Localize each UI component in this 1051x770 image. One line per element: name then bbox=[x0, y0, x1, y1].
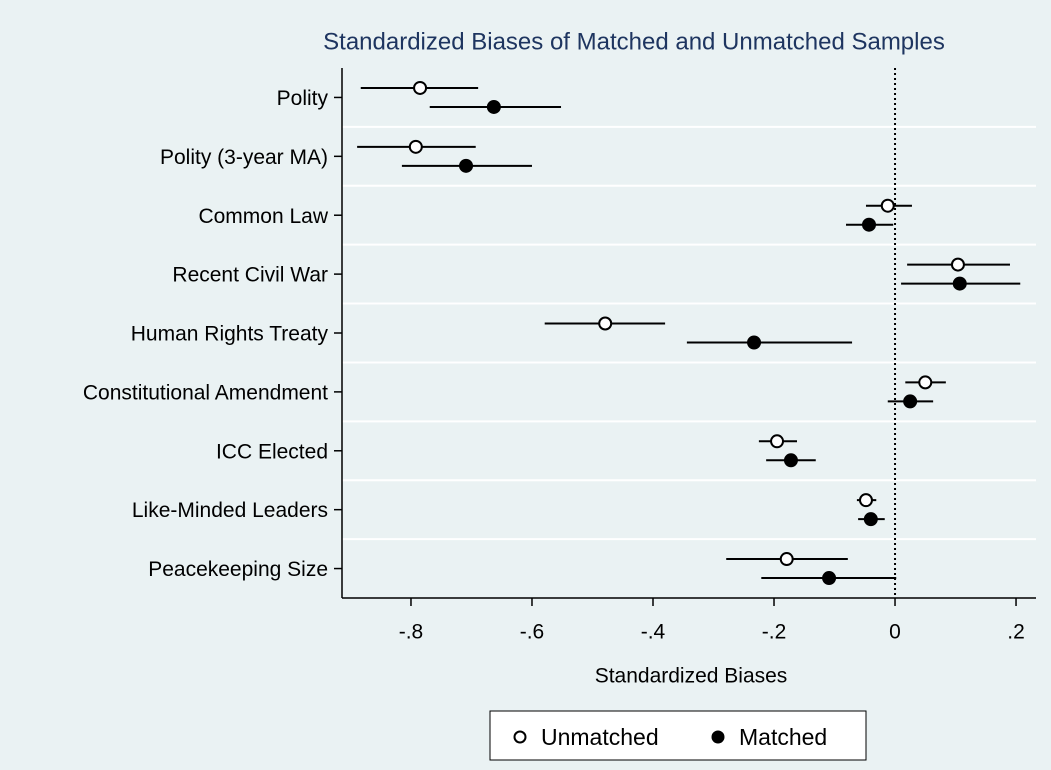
point bbox=[408, 139, 423, 154]
point bbox=[486, 99, 501, 114]
x-tick-label: -.2 bbox=[762, 621, 787, 644]
point bbox=[918, 375, 933, 390]
legend-marker bbox=[711, 730, 725, 744]
y-tick-label: Human Rights Treaty bbox=[131, 323, 329, 346]
point bbox=[779, 552, 794, 567]
y-tick-label: Polity (3-year MA) bbox=[160, 146, 328, 169]
point bbox=[903, 394, 918, 409]
y-tick-label: ICC Elected bbox=[216, 440, 328, 463]
point bbox=[862, 217, 877, 232]
x-tick-label: .2 bbox=[1007, 621, 1025, 644]
legend bbox=[489, 710, 867, 761]
x-tick-label: -.4 bbox=[641, 621, 666, 644]
y-tick-label: Constitutional Amendment bbox=[83, 381, 328, 404]
point bbox=[598, 316, 613, 331]
x-tick-label: -.6 bbox=[520, 621, 545, 644]
y-tick-label: Polity bbox=[277, 87, 329, 110]
point bbox=[952, 276, 967, 291]
legend-label: Matched bbox=[739, 724, 827, 750]
y-tick-label: Recent Civil War bbox=[172, 264, 328, 287]
y-tick-label: Like-Minded Leaders bbox=[132, 499, 328, 522]
x-tick-label: -.8 bbox=[399, 621, 424, 644]
point bbox=[783, 453, 798, 468]
point bbox=[770, 434, 785, 449]
point bbox=[747, 335, 762, 350]
point bbox=[863, 512, 878, 527]
y-tick-label: Common Law bbox=[198, 205, 328, 228]
legend-marker bbox=[513, 730, 527, 744]
x-tick-label: 0 bbox=[889, 621, 901, 644]
chart-title: Standardized Biases of Matched and Unmat… bbox=[323, 28, 945, 55]
x-axis-label: Standardized Biases bbox=[595, 665, 788, 688]
point bbox=[858, 493, 873, 508]
point bbox=[459, 158, 474, 173]
legend-label: Unmatched bbox=[541, 724, 659, 750]
y-tick-label: Peacekeeping Size bbox=[148, 558, 328, 581]
point bbox=[413, 80, 428, 95]
plot-area bbox=[342, 68, 1036, 598]
point bbox=[950, 257, 965, 272]
point bbox=[880, 198, 895, 213]
point bbox=[822, 571, 837, 586]
